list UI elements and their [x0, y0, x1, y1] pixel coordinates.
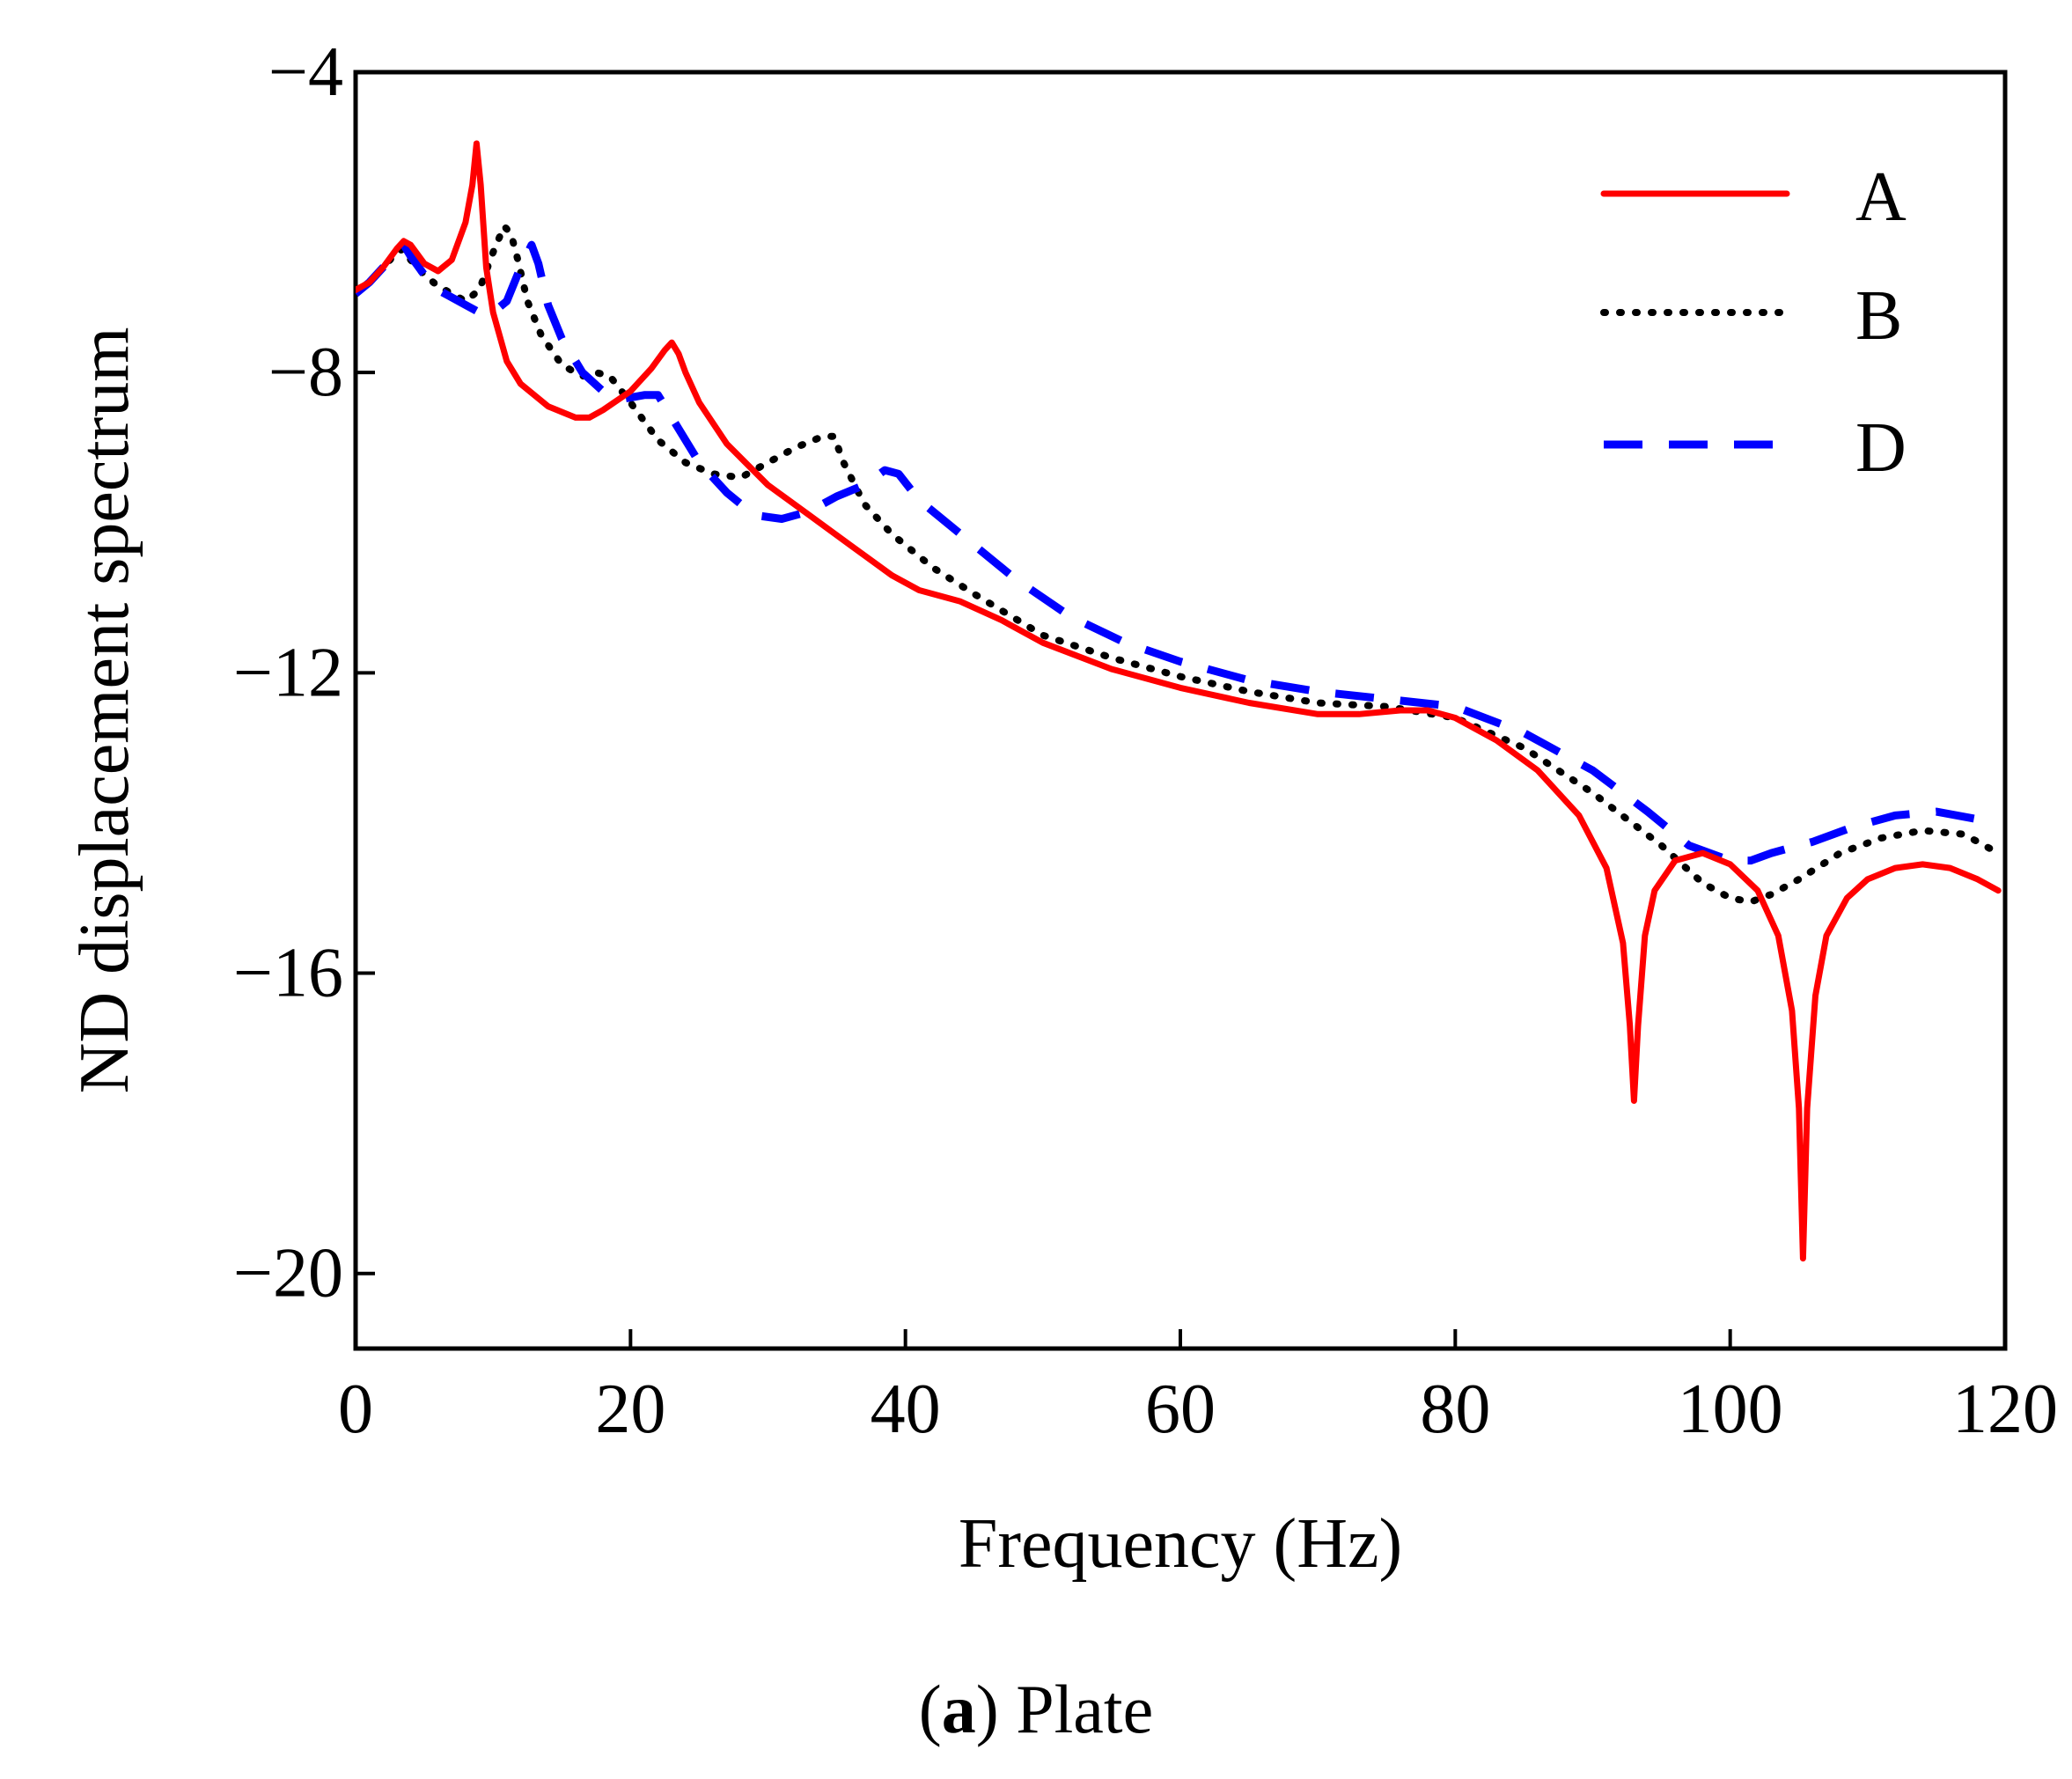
series-layer — [356, 140, 2002, 1262]
x-tick-label: 20 — [595, 1371, 665, 1448]
series-line-a — [356, 140, 2002, 1262]
y-axis: −4 −8 −12 −16 −20 — [233, 33, 375, 1312]
x-tick-label: 0 — [338, 1371, 373, 1448]
x-tick-label: 60 — [1145, 1371, 1216, 1448]
plot-frame — [353, 70, 2008, 1351]
x-tick-label: 80 — [1420, 1371, 1490, 1448]
y-axis-label: ND displacement spectrum — [66, 327, 143, 1094]
series-line-b — [356, 222, 2002, 906]
y-tick-label: −12 — [233, 634, 343, 711]
y-tick-label: −8 — [268, 334, 343, 411]
caption-label: a — [942, 1671, 976, 1747]
x-tick-label: 100 — [1678, 1371, 1783, 1448]
y-tick-label: −4 — [268, 33, 343, 111]
legend-label-b: B — [1855, 277, 1902, 355]
caption-close-paren: ) — [976, 1671, 999, 1747]
x-tick-label: 120 — [1952, 1371, 2058, 1448]
figure-caption: (a) Plate — [919, 1671, 1153, 1747]
y-tick-label: −20 — [233, 1235, 343, 1312]
legend: ABD — [1600, 158, 1907, 487]
x-axis-label: Frequency (Hz) — [959, 1505, 1402, 1583]
x-tick-label: 40 — [871, 1371, 941, 1448]
legend-label-a: A — [1855, 158, 1907, 236]
caption-text: Plate — [999, 1671, 1153, 1747]
x-axis: 0 20 40 60 80 100 120 — [338, 1329, 2058, 1448]
caption-open-paren: ( — [919, 1671, 942, 1747]
y-tick-label: −16 — [233, 935, 343, 1012]
series-line-d — [356, 240, 2000, 865]
legend-label-d: D — [1855, 409, 1907, 487]
